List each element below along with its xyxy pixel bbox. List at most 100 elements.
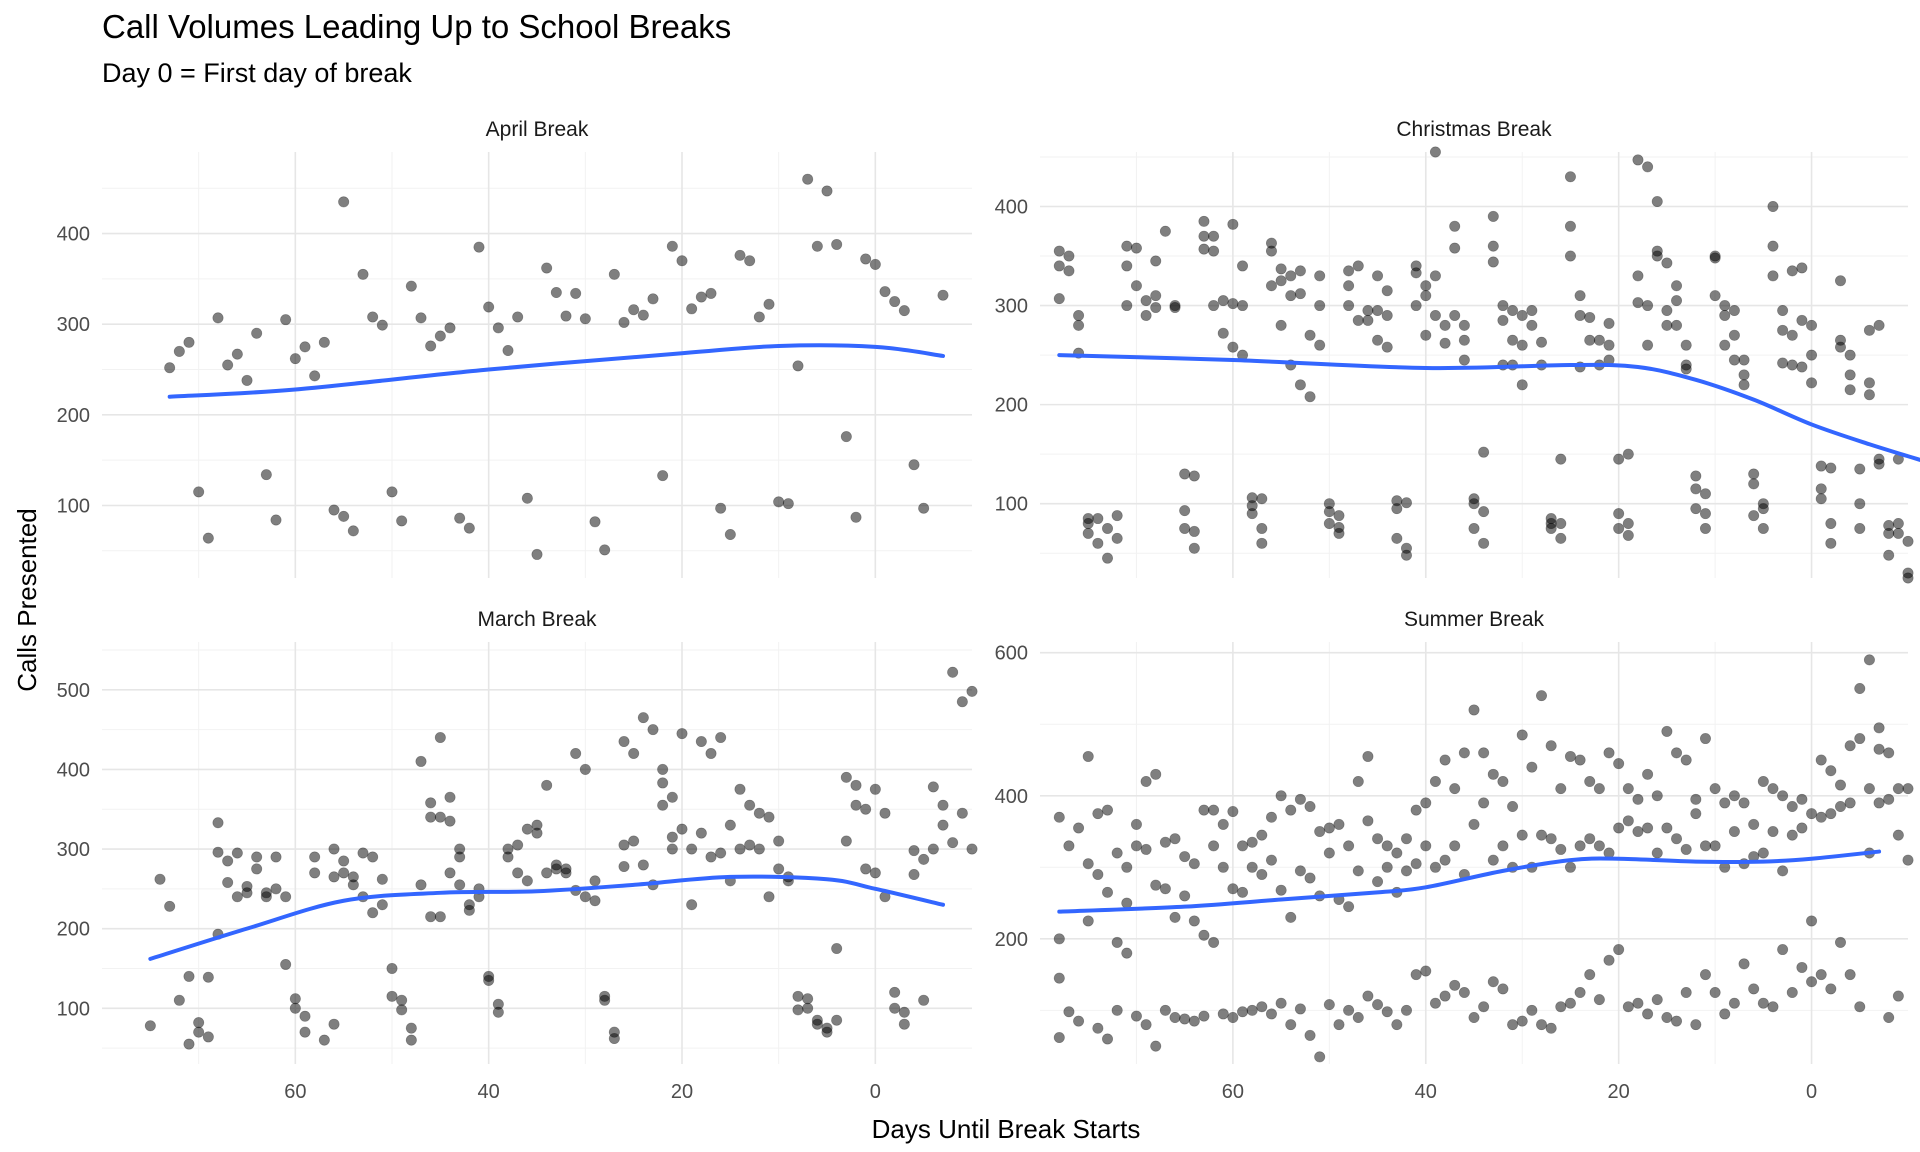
data-point	[1786, 829, 1798, 841]
data-point	[1246, 861, 1258, 873]
data-point	[1159, 225, 1171, 237]
x-tick-label: 40	[478, 1081, 500, 1103]
data-point	[1082, 750, 1094, 762]
data-point	[270, 514, 282, 526]
data-point	[1632, 154, 1644, 166]
data-point	[367, 851, 379, 863]
data-point	[1709, 783, 1721, 795]
y-tick-label: 100	[57, 998, 90, 1020]
data-point	[1362, 990, 1374, 1002]
data-point	[695, 827, 707, 839]
data-point	[1130, 840, 1142, 852]
facet-christmas-break: 100 200 300 400 Christmas Break	[995, 118, 1920, 584]
data-point	[1632, 270, 1644, 282]
data-point	[463, 899, 475, 911]
data-point	[1564, 997, 1576, 1009]
data-point	[415, 879, 427, 891]
data-point	[1102, 886, 1114, 898]
data-point	[956, 696, 968, 708]
data-point	[1439, 754, 1451, 766]
data-point	[1130, 280, 1142, 292]
data-point	[1699, 522, 1711, 534]
data-point	[1304, 1029, 1316, 1041]
data-point	[1622, 815, 1634, 827]
data-point	[173, 994, 185, 1006]
data-point	[1699, 488, 1711, 500]
data-point	[1690, 483, 1702, 495]
data-point	[1796, 793, 1808, 805]
data-point	[1796, 361, 1808, 373]
data-point	[1304, 872, 1316, 884]
data-point	[289, 353, 301, 365]
data-point	[1844, 797, 1856, 809]
data-point	[705, 287, 717, 299]
data-point	[1806, 808, 1818, 820]
data-point	[898, 1006, 910, 1018]
data-point	[1130, 1010, 1142, 1022]
data-point	[1777, 944, 1789, 956]
data-point	[1671, 833, 1683, 845]
data-point	[1256, 537, 1268, 549]
data-point	[425, 911, 437, 923]
data-point	[1680, 339, 1692, 351]
data-point	[1516, 729, 1528, 741]
data-point	[357, 847, 369, 859]
data-point	[1786, 359, 1798, 371]
data-point	[1671, 747, 1683, 759]
data-point	[1053, 972, 1065, 984]
data-point	[260, 469, 272, 481]
data-point	[396, 1004, 408, 1016]
data-point	[1429, 270, 1441, 282]
data-point	[367, 311, 379, 323]
data-point	[1651, 196, 1663, 208]
data-point	[1555, 532, 1567, 544]
data-point	[1372, 999, 1384, 1011]
data-point	[1400, 833, 1412, 845]
data-point	[1362, 314, 1374, 326]
x-tick-label: 0	[1806, 1081, 1817, 1103]
data-point	[492, 322, 504, 334]
data-point	[840, 771, 852, 783]
data-point	[1294, 793, 1306, 805]
data-point	[1449, 979, 1461, 991]
data-point	[1227, 218, 1239, 230]
data-point	[1863, 389, 1875, 401]
data-point	[1159, 883, 1171, 895]
data-point	[1227, 341, 1239, 353]
data-point	[1188, 858, 1200, 870]
data-point	[1873, 797, 1885, 809]
data-point	[338, 867, 350, 879]
data-point	[1574, 986, 1586, 998]
data-point	[521, 492, 533, 504]
data-point	[1063, 840, 1075, 852]
data-point	[918, 853, 930, 865]
data-point	[299, 341, 311, 353]
data-point	[647, 724, 659, 736]
data-point	[1478, 747, 1490, 759]
data-point	[1092, 1022, 1104, 1034]
data-point	[831, 1014, 843, 1026]
data-point	[1063, 250, 1075, 262]
data-point	[1314, 1051, 1326, 1063]
data-point	[1285, 804, 1297, 816]
data-point	[647, 293, 659, 305]
data-point	[715, 847, 727, 859]
data-point	[1188, 525, 1200, 537]
data-point	[483, 974, 495, 986]
data-point	[1458, 747, 1470, 759]
data-point	[405, 1034, 417, 1046]
data-point	[618, 736, 630, 748]
data-point	[1574, 754, 1586, 766]
data-point	[550, 863, 562, 875]
data-point	[1150, 1040, 1162, 1052]
data-point	[1844, 349, 1856, 361]
data-point	[889, 986, 901, 998]
data-point	[1613, 522, 1625, 534]
data-point	[1815, 483, 1827, 495]
data-point	[270, 851, 282, 863]
data-point	[831, 943, 843, 955]
data-point	[434, 732, 446, 744]
data-point	[1130, 818, 1142, 830]
